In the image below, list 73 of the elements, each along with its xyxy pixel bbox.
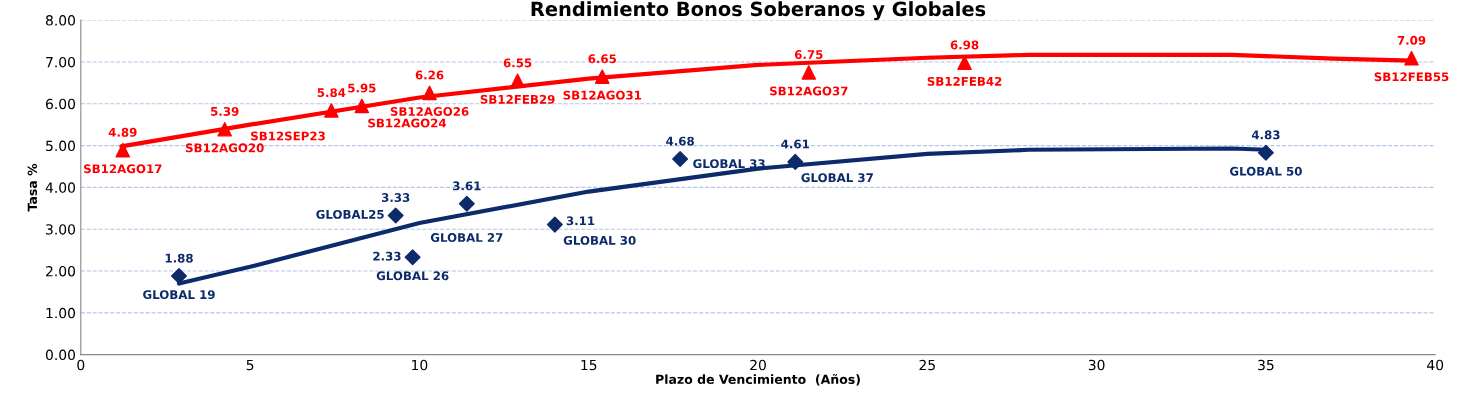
y-tick-label: 1.00 (46, 307, 76, 319)
x-tick-label: 25 (919, 359, 935, 371)
data-label: 6.26 (415, 70, 444, 80)
annotation: SB12AGO17 (84, 164, 162, 174)
x-tick-label: 20 (750, 359, 766, 371)
data-label: 6.65 (588, 54, 616, 64)
point (354, 98, 370, 114)
data-label: 6.55 (503, 58, 532, 68)
x-tick-label: 0 (77, 359, 85, 371)
annotation: GLOBAL 30 (563, 235, 636, 245)
data-label: 1.88 (165, 253, 193, 263)
data-label: 7.09 (1397, 35, 1426, 45)
annotation: SB12AGO24 (368, 118, 447, 128)
annotation: SB12AGO37 (770, 86, 848, 96)
point (171, 268, 187, 285)
data-label: 4.89 (108, 127, 137, 137)
x-tick-label: 30 (1088, 359, 1105, 371)
data-label: 4.61 (781, 139, 809, 149)
point (510, 73, 525, 89)
point (404, 249, 421, 266)
x-axis-title: Plazo de Vencimiento (Años) (656, 374, 860, 386)
data-label: 5.39 (211, 106, 239, 116)
annotation: SB12FEB42 (927, 76, 1002, 86)
point (1257, 144, 1274, 161)
annotation: GLOBAL 27 (430, 233, 503, 243)
y-tick-label: 2.00 (46, 265, 76, 277)
annotation: GLOBAL 26 (376, 271, 449, 281)
data-label: 2.33 (373, 251, 401, 261)
y-tick-label: 5.00 (46, 140, 76, 152)
point (1404, 50, 1419, 66)
y-axis-title: Tasa % (27, 163, 38, 212)
y-tick-label: 3.00 (46, 224, 76, 235)
point (787, 153, 804, 170)
annotation: SB12AGO31 (563, 90, 642, 100)
annotation: GLOBAL 37 (801, 173, 873, 183)
data-label: 4.68 (666, 136, 694, 146)
annotation: GLOBAL 50 (1229, 166, 1302, 176)
point (217, 121, 232, 137)
data-label: 3.61 (453, 181, 481, 191)
data-label: 6.75 (794, 50, 823, 60)
annotation: SB12FEB29 (480, 94, 555, 104)
data-label: 3.33 (381, 193, 410, 203)
chart-title: Rendimiento Bonos Soberanos y Globales (531, 1, 986, 21)
point (546, 216, 563, 233)
y-tick-label: 7.00 (46, 56, 76, 68)
x-tick-label: 15 (581, 359, 597, 371)
point (458, 195, 475, 212)
x-tick-label: 35 (1258, 359, 1274, 371)
annotation: SB12SEP23 (251, 131, 325, 141)
annotation: GLOBAL25 (316, 209, 384, 219)
y-tick-label: 4.00 (45, 182, 76, 193)
data-label: 5.84 (317, 88, 346, 98)
point (672, 150, 689, 167)
point (801, 65, 817, 80)
y-tick-label: 8.00 (45, 15, 76, 26)
x-tick-label: 10 (412, 359, 428, 371)
data-label: 5.95 (348, 83, 376, 93)
x-tick-label: 40 (1427, 359, 1444, 371)
data-label: 6.98 (950, 40, 979, 50)
y-tick-label: 0.00 (45, 349, 76, 361)
data-label: 4.83 (1251, 130, 1280, 140)
annotation: SB12AGO20 (185, 143, 264, 153)
y-tick-label: 6.00 (45, 98, 76, 110)
point (387, 207, 404, 224)
point (115, 142, 131, 158)
point (422, 85, 437, 101)
annotation: SB12FEB55 (1374, 72, 1449, 82)
annotation: SB12AGO26 (390, 107, 469, 116)
point (324, 103, 339, 118)
x-tick-label: 5 (246, 359, 254, 371)
annotation: GLOBAL 19 (143, 290, 215, 300)
data-label: 3.11 (566, 216, 595, 226)
point (594, 69, 610, 84)
